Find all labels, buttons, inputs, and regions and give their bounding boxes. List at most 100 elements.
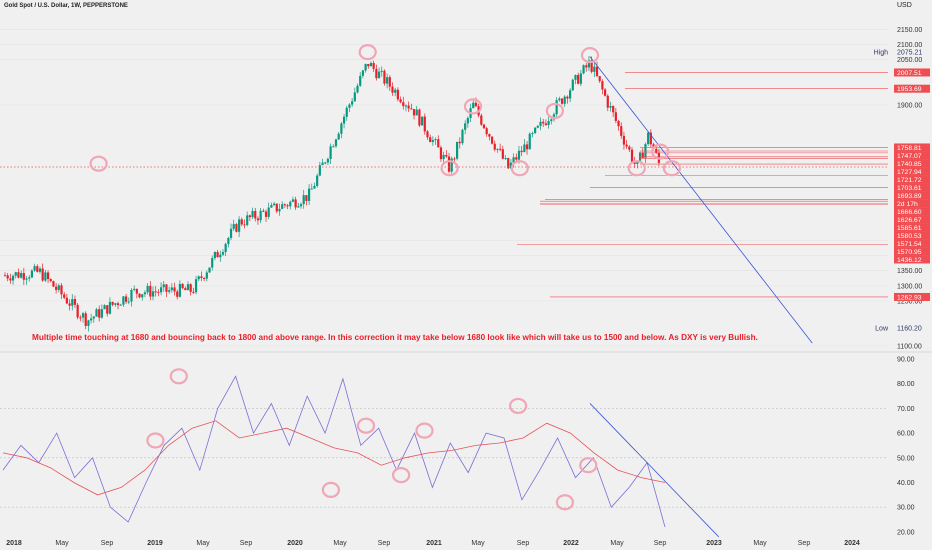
candle-up (528, 133, 531, 150)
candle-down (474, 102, 478, 107)
candle-up (14, 272, 17, 276)
candle-down (595, 66, 599, 77)
price-badge (894, 223, 930, 232)
candle-up (364, 63, 367, 71)
candle-down (617, 120, 620, 127)
candle-up (259, 210, 262, 221)
candle-down (577, 74, 580, 84)
candle-up (213, 251, 216, 259)
price-badge (894, 167, 930, 176)
candle-down (560, 98, 564, 104)
candle-down (480, 115, 483, 125)
candle-up (356, 85, 359, 93)
candle-down (41, 268, 44, 281)
candle-up (351, 101, 354, 105)
candle-down (501, 149, 504, 159)
candle-up (523, 144, 526, 153)
candle-down (566, 96, 569, 99)
time-axis: 2018 May Sep 2019 May Sep 2020 May Sep 2021 May Sep… (6, 540, 860, 547)
candle-up (278, 208, 281, 212)
candle-up (342, 116, 346, 124)
candle-up (114, 303, 117, 305)
candle-up (219, 254, 222, 258)
candle-up (197, 276, 200, 280)
extreme-label: High (874, 50, 889, 57)
candle-up (310, 188, 313, 190)
candle-up (92, 316, 95, 319)
time-tick-label: Sep (517, 540, 530, 547)
candle-down (176, 291, 179, 297)
candle-up (359, 75, 362, 86)
candle-up (369, 63, 373, 67)
time-tick-label: 2019 (147, 540, 163, 547)
candle-down (63, 294, 66, 298)
price-badge-label: 2d 17h (897, 201, 918, 208)
candle-up (609, 106, 612, 108)
price-badge-label: 1580.53 (897, 233, 922, 240)
candle-up (162, 284, 165, 288)
candle-down (3, 275, 7, 277)
candle-down (248, 215, 251, 218)
price-badge-label: 1626.67 (897, 217, 922, 224)
swing-point-circle (545, 102, 565, 120)
candle-up (531, 132, 534, 134)
price-badge (894, 191, 930, 200)
candle-down (399, 99, 402, 103)
rsi-tick-label: 20.00 (897, 529, 915, 536)
candle-down (458, 141, 461, 144)
candle-up (377, 71, 381, 79)
time-tick-label: Sep (240, 540, 253, 547)
candle-down (76, 304, 79, 318)
candle-down (73, 299, 77, 305)
candle-up (496, 148, 499, 150)
rsi-line (2, 375, 666, 528)
candle-up (571, 79, 574, 91)
price-badge (894, 143, 930, 152)
price-badge (894, 183, 930, 192)
candle-down (79, 317, 82, 319)
candle-up (103, 305, 106, 310)
candle-up (539, 121, 542, 126)
rsi-swing-circle (579, 457, 598, 474)
swing-point-circle (651, 143, 670, 160)
price-tick-label: 1900.00 (897, 102, 922, 109)
candle-up (246, 215, 249, 225)
price-badge (894, 239, 930, 248)
candle-down (429, 137, 432, 143)
time-tick-label: 2021 (426, 540, 442, 547)
price-badge-label: 1571.54 (897, 241, 922, 248)
rsi-swing-circle (321, 481, 340, 499)
candle-up (337, 133, 340, 140)
candle-down (52, 281, 55, 287)
candle-down (402, 102, 405, 107)
candle-up (461, 129, 464, 144)
time-tick-label: Sep (798, 540, 811, 547)
extreme-label: Low (875, 325, 889, 332)
candle-up (550, 119, 553, 122)
candle-up (450, 158, 453, 172)
candle-up (394, 89, 397, 93)
candle-up (547, 121, 550, 126)
rsi-tick-label: 30.00 (897, 505, 915, 512)
time-tick-label: May (196, 540, 210, 547)
price-tick-label: 1250.00 (897, 298, 922, 305)
candle-down (447, 156, 451, 172)
rsi-tick-label: 40.00 (897, 480, 915, 487)
rsi-tick-label: 50.00 (897, 455, 915, 462)
candle-up (321, 162, 324, 166)
candle-up (108, 301, 112, 314)
swing-point-circle (580, 47, 600, 64)
candle-down (17, 272, 20, 278)
rsi-swing-circle (146, 432, 165, 449)
candle-down (622, 135, 626, 145)
candle-down (46, 272, 50, 280)
candle-down (507, 158, 510, 169)
candle-up (340, 123, 343, 134)
candle-up (404, 105, 408, 107)
chart-title: Gold Spot / U.S. Dollar, 1W, PEPPERSTONE (4, 3, 128, 9)
candle-down (256, 218, 260, 221)
candle-up (224, 243, 227, 253)
price-badge-label: 1721.72 (897, 177, 922, 184)
price-badge (894, 199, 930, 208)
candle-down (192, 291, 195, 293)
